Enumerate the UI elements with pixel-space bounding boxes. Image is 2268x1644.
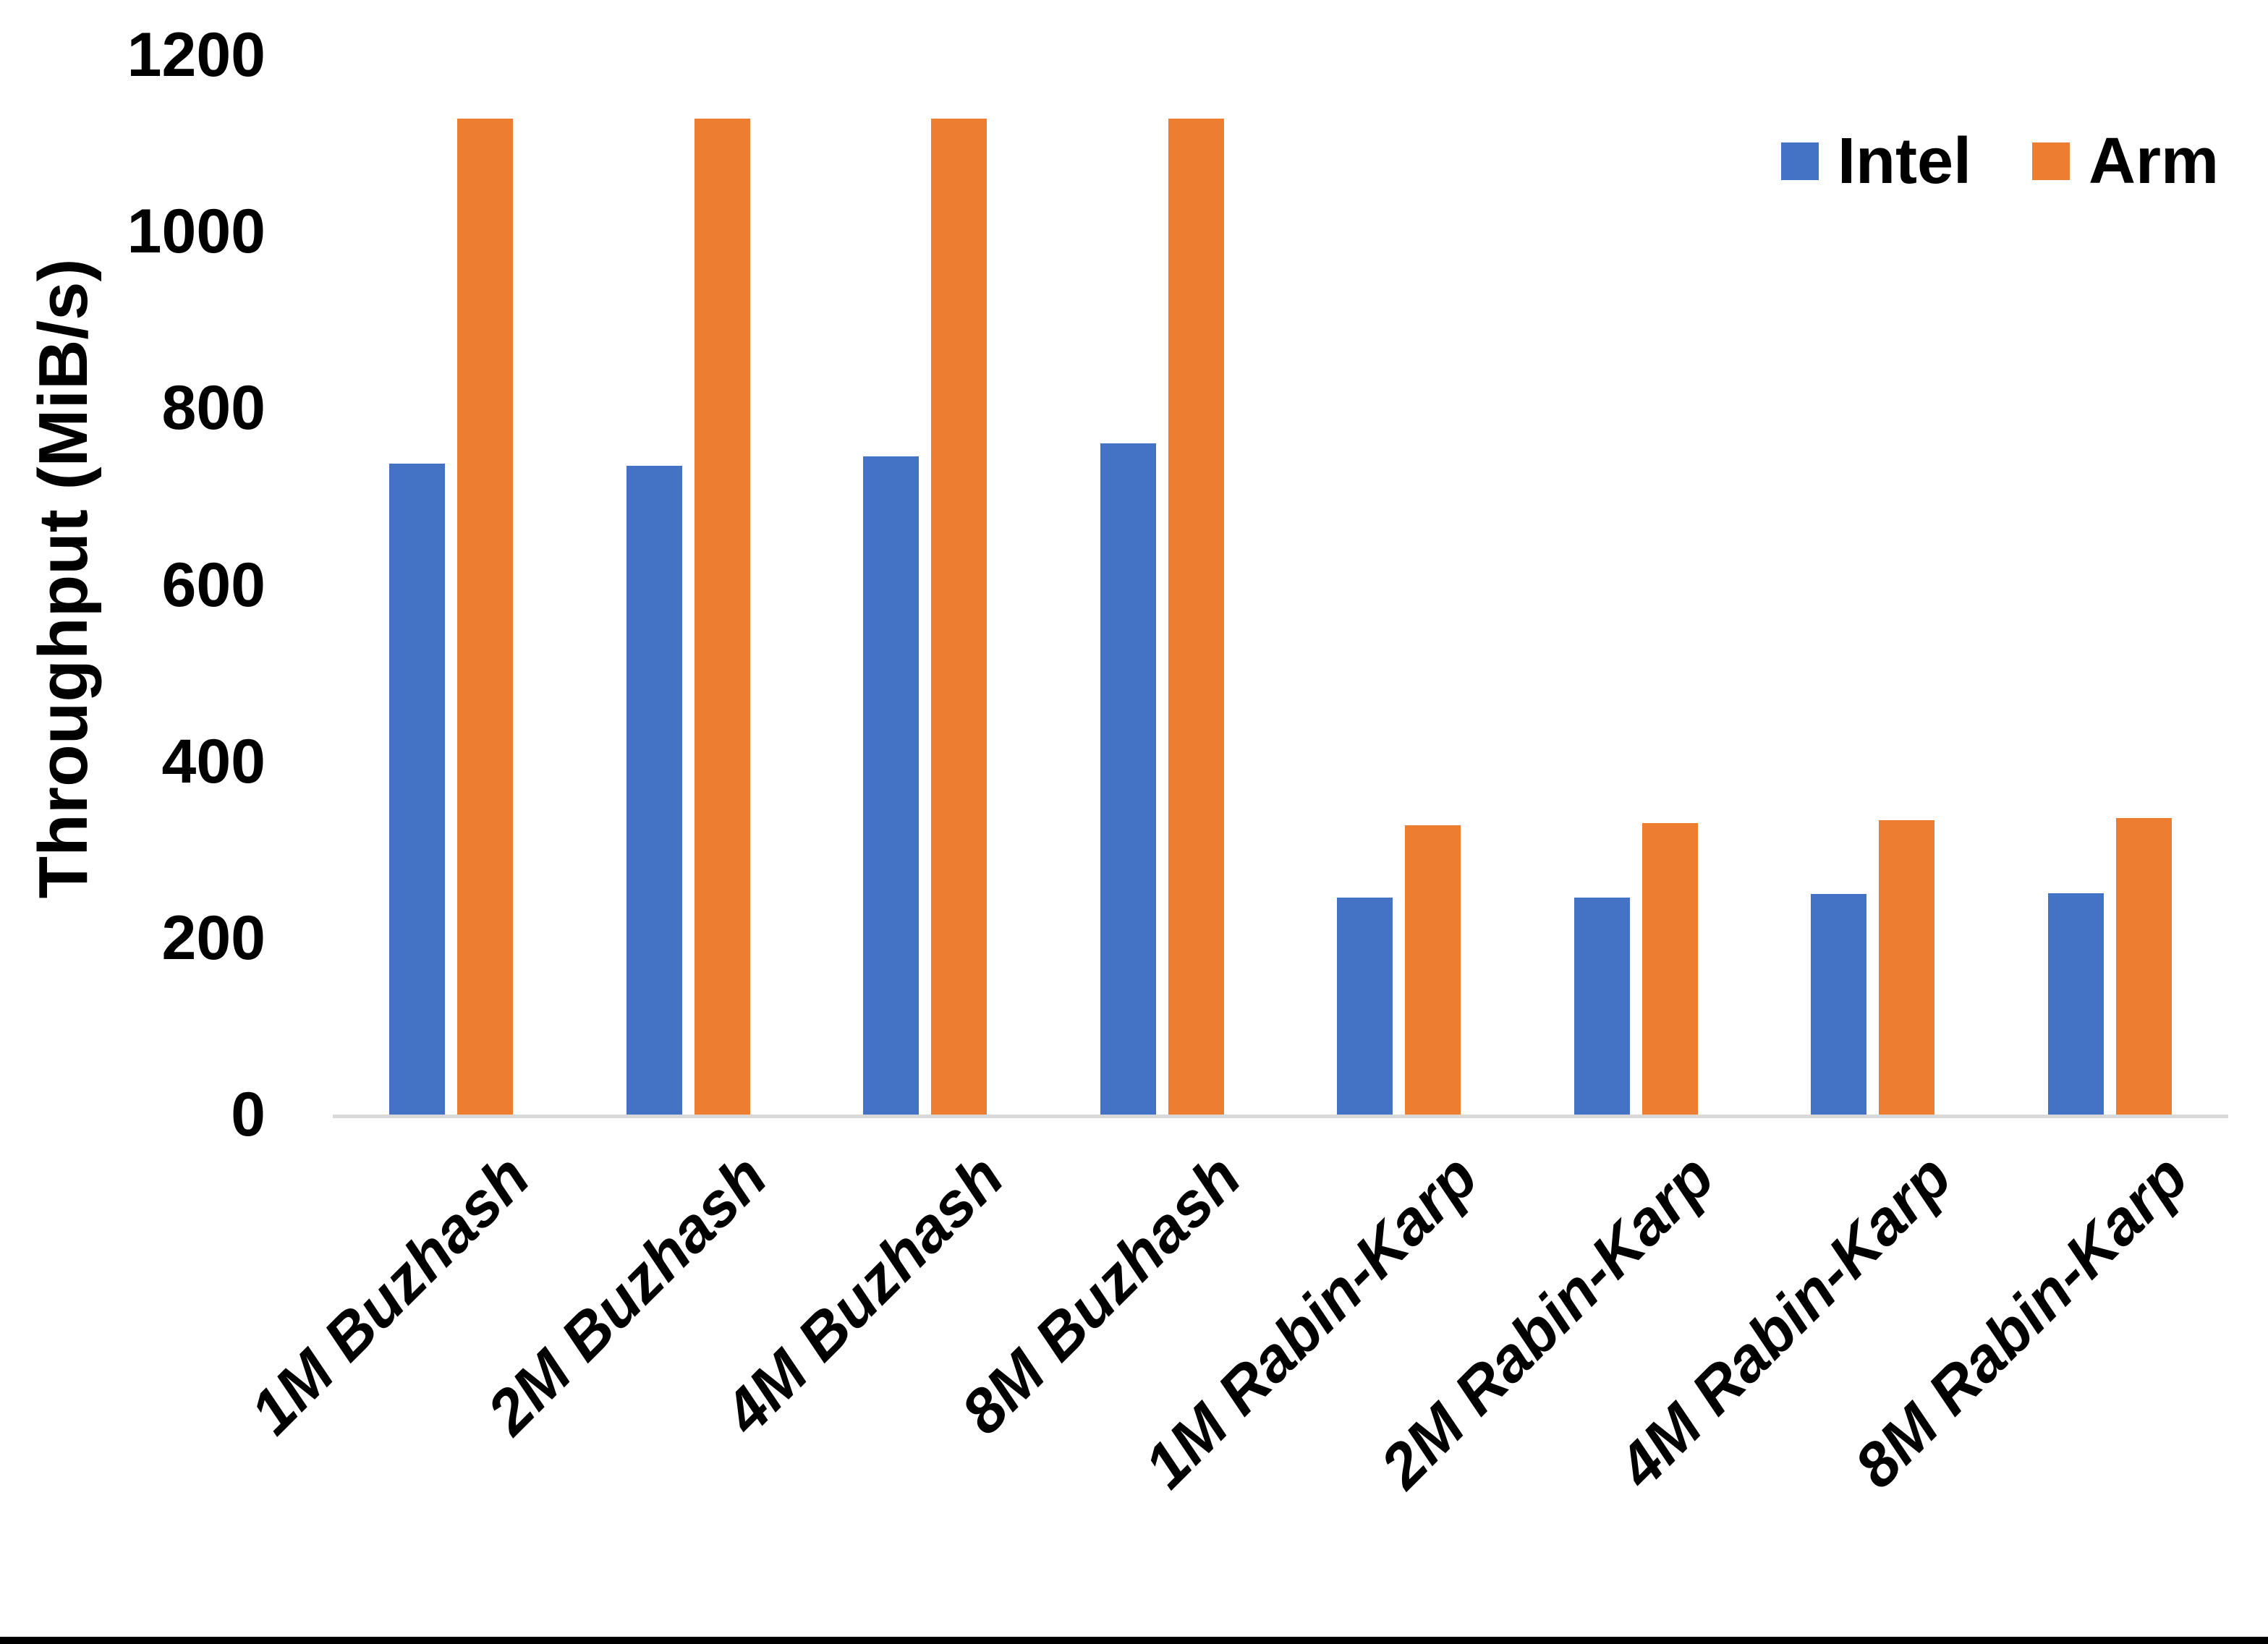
bar-arm-1 — [457, 118, 514, 1115]
legend-swatch-intel — [1781, 142, 1819, 180]
bar-intel-6 — [1573, 897, 1630, 1115]
bar-group — [1992, 55, 2229, 1115]
bar-arm-3 — [931, 118, 988, 1115]
bar-arm-2 — [694, 118, 750, 1115]
bar-intel-7 — [1811, 893, 1867, 1115]
legend-label: Intel — [1838, 125, 1972, 197]
bar-intel-8 — [2047, 893, 2104, 1115]
bar-intel-5 — [1337, 897, 1393, 1115]
bar-group — [570, 55, 807, 1115]
bar-arm-4 — [1168, 118, 1224, 1115]
bar-arm-7 — [1879, 820, 1935, 1115]
legend-label: Arm — [2089, 125, 2220, 197]
bar-intel-1 — [389, 464, 446, 1115]
bar-intel-3 — [863, 456, 919, 1115]
bar-arm-8 — [2115, 817, 2172, 1115]
x-axis-line — [333, 1115, 2228, 1118]
y-tick-label: 200 — [161, 903, 266, 973]
bar-group — [807, 55, 1044, 1115]
plot-area — [333, 55, 2228, 1115]
bar-arm-6 — [1641, 823, 1698, 1115]
legend-item-arm: Arm — [2032, 129, 2219, 194]
y-tick-label: 1000 — [127, 197, 266, 267]
legend: Intel Arm — [1781, 129, 2219, 194]
y-tick-label: 600 — [161, 550, 266, 620]
bar-group — [1044, 55, 1281, 1115]
bar-intel-2 — [626, 465, 682, 1115]
y-tick-label: 800 — [161, 373, 266, 443]
bar-group — [1518, 55, 1755, 1115]
legend-item-intel: Intel — [1781, 129, 1971, 194]
bar-group — [333, 55, 570, 1115]
y-tick-label: 1200 — [127, 20, 266, 90]
y-tick-label: 0 — [231, 1080, 266, 1149]
y-tick-label: 400 — [161, 726, 266, 796]
legend-swatch-arm — [2032, 142, 2070, 180]
bar-group — [1280, 55, 1518, 1115]
y-axis-title: Throughput (MiB/s) — [25, 258, 102, 899]
bars-container — [333, 55, 2228, 1115]
bar-group — [1754, 55, 1992, 1115]
bar-intel-4 — [1100, 443, 1156, 1115]
bottom-border — [0, 1637, 2268, 1644]
bar-arm-5 — [1405, 825, 1461, 1115]
